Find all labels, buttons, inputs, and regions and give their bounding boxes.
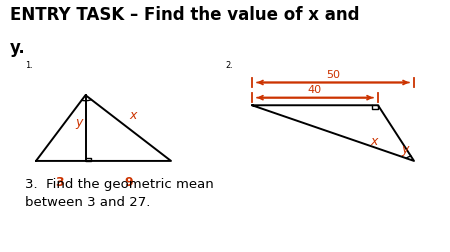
- Text: 1.: 1.: [25, 60, 32, 70]
- Text: 2.: 2.: [225, 60, 233, 70]
- Text: 40: 40: [308, 84, 322, 94]
- Text: x: x: [371, 135, 378, 148]
- Text: 3.  Find the geometric mean
between 3 and 27.: 3. Find the geometric mean between 3 and…: [25, 178, 213, 209]
- Text: ENTRY TASK – Find the value of x and: ENTRY TASK – Find the value of x and: [10, 6, 360, 24]
- Text: y: y: [401, 142, 409, 155]
- Text: 9: 9: [124, 175, 133, 188]
- Text: y: y: [75, 116, 82, 129]
- Text: y.: y.: [10, 39, 26, 57]
- Text: 50: 50: [326, 69, 340, 79]
- Text: 3: 3: [55, 175, 64, 188]
- Text: x: x: [129, 108, 136, 121]
